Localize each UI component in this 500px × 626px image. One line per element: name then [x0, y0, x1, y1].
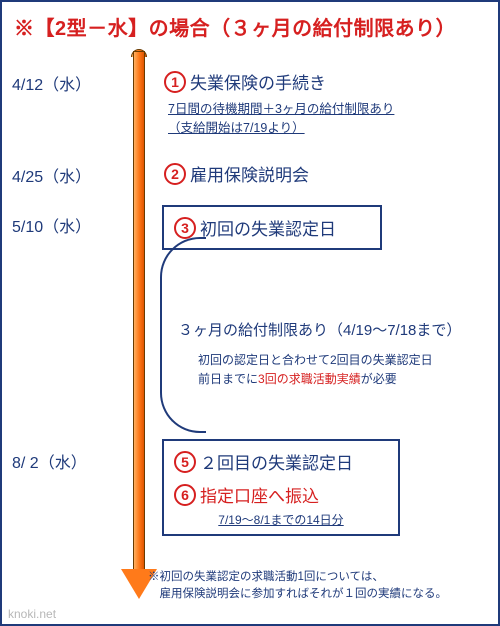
event-label: 指定口座へ振込 [200, 482, 319, 507]
restriction-label: ３ヶ月の給付制限あり（4/19～7/18まで） [178, 319, 461, 340]
event-1: 1 失業保険の手続き 7日間の待機期間＋3ヶ月の給付制限あり （支給開始は7/1… [164, 69, 484, 138]
restriction-sub: 初回の認定日と合わせて2回目の失業認定日 前日までに3回の求職活動実績が必要 [198, 351, 433, 389]
restriction-sub-red: 3回の求職活動実績 [258, 372, 361, 386]
footnote: ※初回の失業認定の求職活動1回については、 雇用保険説明会に参加すればそれが１回… [148, 569, 447, 604]
diagram-title: ※【2型－水】の場合（３ヶ月の給付制限あり） [2, 2, 498, 47]
circled-number-icon: 3 [174, 217, 196, 239]
event-sub: 7日間の待機期間＋3ヶ月の給付制限あり （支給開始は7/19より） [168, 100, 484, 138]
event-label: 雇用保険説明会 [190, 161, 309, 186]
event-sub-line: 7日間の待機期間＋3ヶ月の給付制限あり [168, 102, 394, 116]
circled-number-icon: 2 [164, 163, 186, 185]
restriction-sub-line: 初回の認定日と合わせて2回目の失業認定日 [198, 353, 433, 367]
circled-number-icon: 5 [174, 451, 196, 473]
event-box-sub: 7/19～8/1までの14日分 [174, 511, 388, 528]
diagram-frame: ※【2型－水】の場合（３ヶ月の給付制限あり） 4/12（水） 4/25（水） 5… [0, 0, 500, 626]
restriction-sub-pre: 前日までに [198, 372, 258, 386]
event-sub-line: （支給開始は7/19より） [168, 121, 305, 135]
watermark: knoki.net [8, 607, 56, 621]
timeline-arrow [127, 51, 151, 596]
event-label: ２回目の失業認定日 [200, 449, 353, 474]
event-label: 失業保険の手続き [190, 69, 326, 94]
footnote-line: 雇用保険説明会に参加すればそれが１回の実績になる。 [148, 588, 447, 600]
date-1: 4/12（水） [12, 71, 122, 95]
date-3: 5/10（水） [12, 213, 122, 237]
date-4: 8/ 2（水） [12, 449, 122, 473]
event-2: 2 雇用保険説明会 [164, 161, 484, 186]
restriction-sub-post: が必要 [361, 372, 397, 386]
event-56-box: 5 ２回目の失業認定日 6 指定口座へ振込 7/19～8/1までの14日分 [162, 439, 400, 536]
diagram-content: 4/12（水） 4/25（水） 5/10（水） 8/ 2（水） 1 失業保険の手… [2, 47, 498, 625]
date-2: 4/25（水） [12, 163, 122, 187]
circled-number-icon: 6 [174, 484, 196, 506]
event-label: 初回の失業認定日 [200, 215, 336, 240]
arrow-shaft [133, 51, 145, 571]
circled-number-icon: 1 [164, 71, 186, 93]
footnote-line: ※初回の失業認定の求職活動1回については、 [148, 571, 384, 583]
